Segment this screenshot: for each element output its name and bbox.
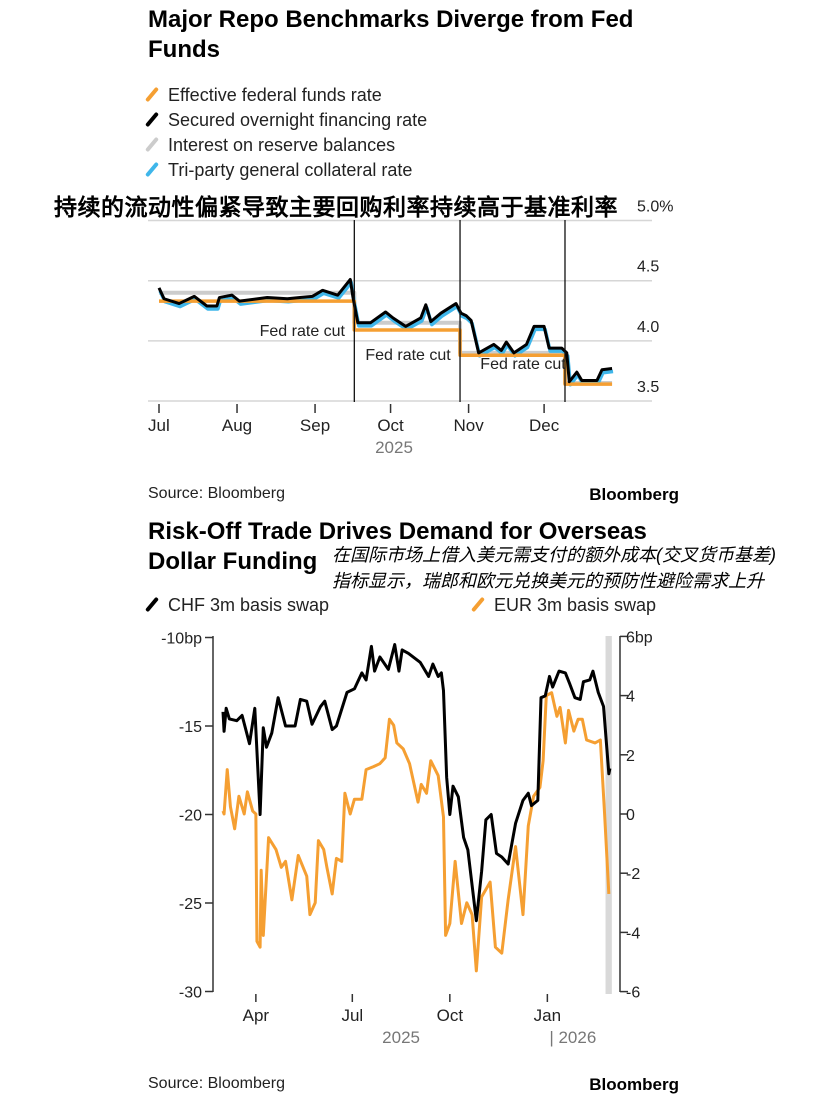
y-tick-label: 4.5 xyxy=(637,259,659,276)
x-tick-label: Dec xyxy=(529,416,560,435)
chart2-legend-chf: CHF 3m basis swap xyxy=(145,595,329,616)
chart2-subtitle-line-1: 在国际市场上借入美元需支付的额外成本(交叉货币基差) xyxy=(332,545,776,565)
chart2-subtitle-line-2: 指标显示，瑞郎和欧元兑换美元的预防性避险需求上升 xyxy=(332,571,764,591)
legend-item-effr: Effective federal funds rate xyxy=(145,83,427,108)
x-tick-label: Apr xyxy=(243,1006,270,1025)
series-eur xyxy=(221,691,611,973)
x-tick-label: Jan xyxy=(534,1006,561,1025)
chart2-title: Risk-Off Trade Drives Demand for Oversea… xyxy=(148,518,647,575)
y-tick-label: 5.0% xyxy=(637,199,673,216)
chart1-overlay-caption: 持续的流动性偏紧导致主要回购利率持续高于基准利率 xyxy=(54,194,618,220)
left-tick-label: -10bp xyxy=(161,631,202,648)
series-sofr xyxy=(157,277,613,384)
left-tick-label: -25 xyxy=(179,896,202,913)
legend-item-tgcr: Tri-party general collateral rate xyxy=(145,158,427,183)
chart2-source: Source: Bloomberg xyxy=(148,1075,285,1092)
left-tick-label: -20 xyxy=(179,808,202,825)
right-tick-label: -4 xyxy=(626,925,640,942)
series-chf xyxy=(221,643,612,923)
left-tick-label: -30 xyxy=(179,985,202,1002)
chart2-legend-eur: EUR 3m basis swap xyxy=(471,595,656,616)
x-tick-label: Sep xyxy=(300,416,330,435)
chart1-brand-logo: Bloomberg xyxy=(589,485,679,504)
chart1-plot: 5.0% 4.5 4.0 3.5 Jul Aug Sep Oct Nov Dec 2025 Fed r… xyxy=(148,199,673,457)
legend-item-iorb: Interest on reserve balances xyxy=(145,133,427,158)
x-tick-label: Oct xyxy=(377,416,404,435)
x-tick-label: Aug xyxy=(222,416,252,435)
chart2-subtitle: 在国际市场上借入美元需支付的额外成本(交叉货币基差) 指标显示，瑞郎和欧元兑换美… xyxy=(332,542,782,594)
right-tick-label: -6 xyxy=(626,985,640,1002)
highlight-band xyxy=(605,636,612,994)
chart1-legend: Effective federal funds rate Secured ove… xyxy=(145,83,427,183)
x-year-label: 2025 xyxy=(375,438,413,457)
x-tick-label: Nov xyxy=(453,416,484,435)
y-tick-label: 3.5 xyxy=(637,379,659,396)
fed-cut-label: Fed rate cut xyxy=(480,356,566,373)
chart2-brand-logo: Bloomberg xyxy=(589,1075,679,1094)
right-tick-label: 4 xyxy=(626,689,635,706)
right-tick-label: -2 xyxy=(626,866,640,883)
x-tick-label: Jul xyxy=(148,416,170,435)
right-tick-label: 0 xyxy=(626,807,635,824)
fed-cut-label: Fed rate cut xyxy=(365,347,451,364)
y-tick-label: 4.0 xyxy=(637,319,659,336)
x-tick-label: Oct xyxy=(437,1006,464,1025)
chart1-title: Major Repo Benchmarks Diverge from Fed F… xyxy=(148,6,634,63)
fed-cut-label: Fed rate cut xyxy=(260,323,346,340)
legend-item-sofr: Secured overnight financing rate xyxy=(145,108,427,133)
x-tick-label: Jul xyxy=(341,1006,363,1025)
right-tick-label: 2 xyxy=(626,748,635,765)
left-tick-label: -15 xyxy=(179,719,202,736)
x-year-label: | 2026 xyxy=(549,1028,596,1047)
right-tick-label: 6bp xyxy=(626,629,653,646)
x-year-label: 2025 xyxy=(382,1028,420,1047)
chart1-source: Source: Bloomberg xyxy=(148,485,285,502)
